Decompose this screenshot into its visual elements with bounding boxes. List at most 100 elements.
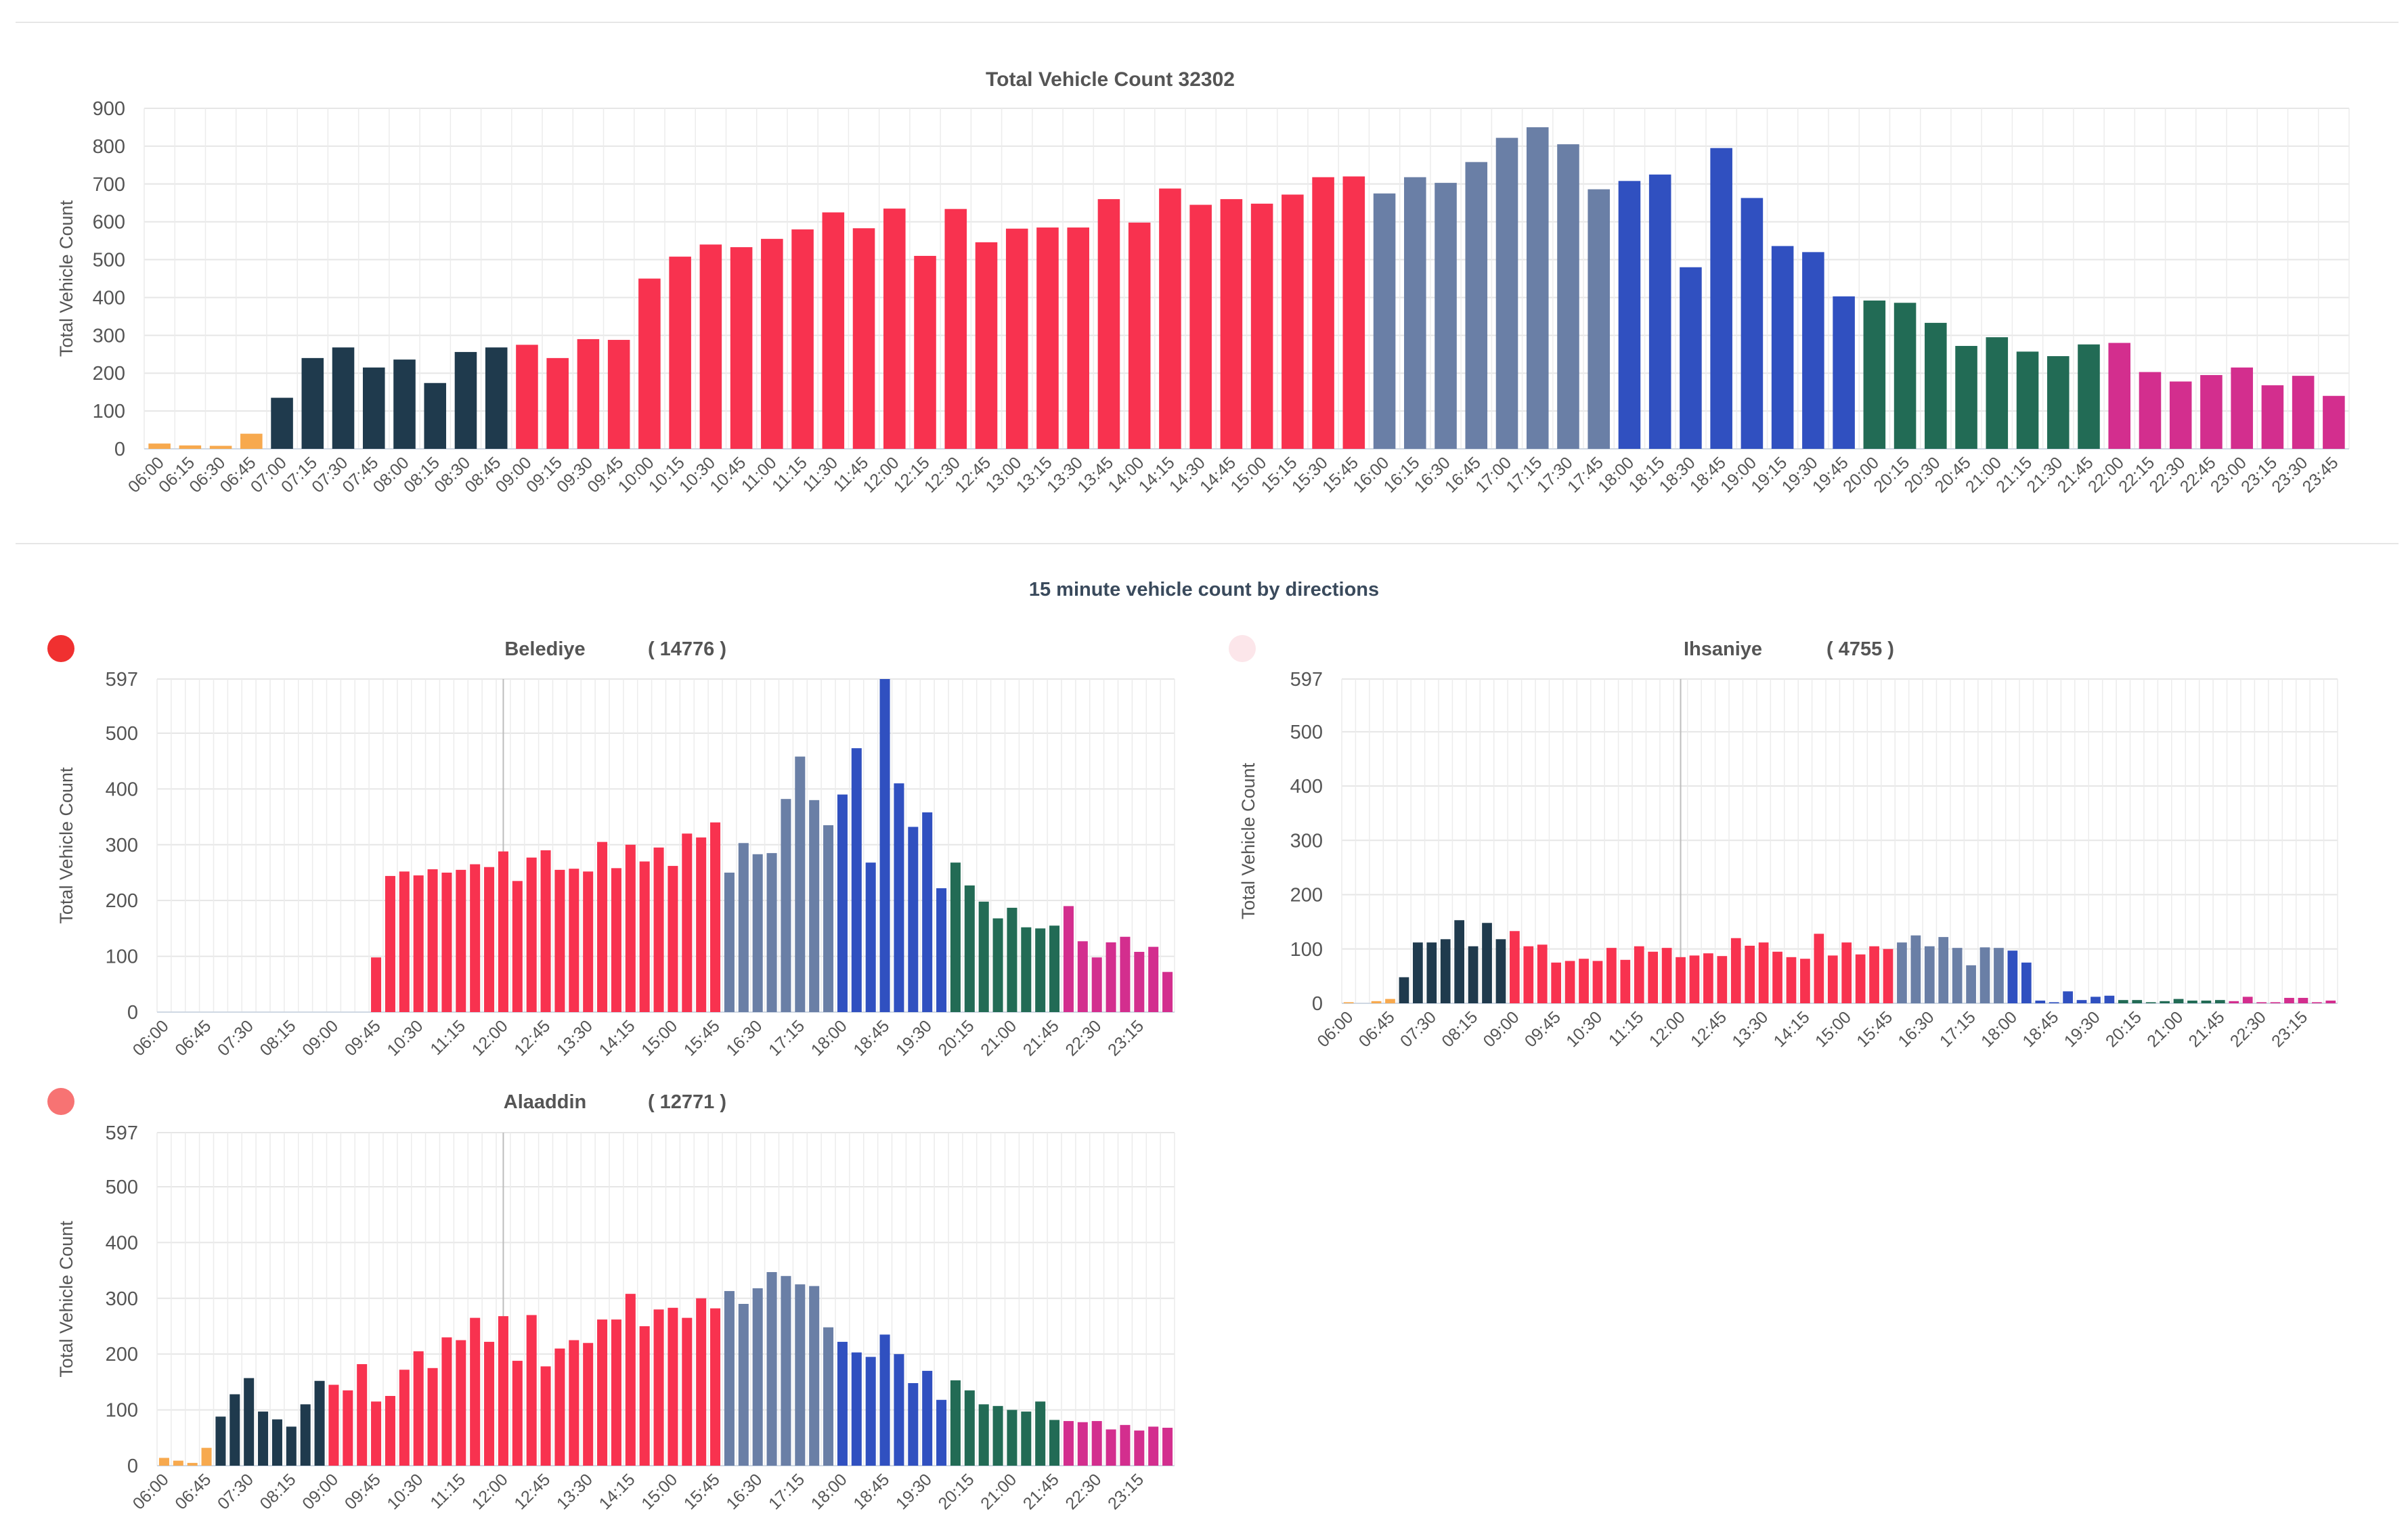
bar[interactable] [1282,194,1304,449]
bar[interactable] [1551,962,1562,1003]
bar[interactable] [286,1426,297,1466]
bar[interactable] [427,869,438,1012]
bar[interactable] [1373,193,1396,449]
bar[interactable] [992,918,1003,1012]
bar[interactable] [526,1315,537,1466]
bar[interactable] [1435,183,1457,449]
bar[interactable] [2046,356,2070,449]
bar[interactable] [413,1351,424,1466]
bar[interactable] [332,347,355,449]
bar[interactable] [2325,1000,2336,1003]
bar[interactable] [795,756,806,1012]
bar[interactable] [2200,375,2223,449]
bar[interactable] [158,1458,169,1466]
bar[interactable] [611,868,621,1012]
bar[interactable] [2118,1000,2128,1003]
bar[interactable] [577,338,600,449]
bar[interactable] [399,871,410,1012]
bar[interactable] [667,1307,678,1466]
bar[interactable] [1883,948,1893,1003]
bar[interactable] [669,257,691,449]
bar[interactable] [512,1361,523,1466]
bar[interactable] [1343,1002,1354,1003]
bar[interactable] [2049,1002,2059,1003]
bar[interactable] [2201,1000,2212,1003]
bar[interactable] [761,238,783,449]
bar[interactable] [894,783,904,1012]
bar[interactable] [569,1340,579,1466]
bar[interactable] [173,1460,183,1466]
bar[interactable] [2242,997,2253,1003]
bar[interactable] [766,1272,777,1466]
bar[interactable] [271,397,293,449]
bar[interactable] [2270,1002,2281,1003]
bar[interactable] [441,872,452,1012]
bar[interactable] [554,1348,565,1466]
bar[interactable] [2132,1000,2143,1003]
bar[interactable] [413,875,424,1012]
bar[interactable] [357,1364,368,1466]
bar[interactable] [738,1304,749,1466]
bar[interactable] [2284,997,2294,1003]
bar[interactable] [2104,995,2115,1003]
bar[interactable] [1128,222,1151,449]
bar[interactable] [699,244,722,449]
bar[interactable] [696,837,707,1012]
bar[interactable] [1091,957,1102,1012]
bar[interactable] [2298,997,2308,1003]
bar[interactable] [1592,961,1603,1003]
bar[interactable] [1661,948,1672,1003]
bar[interactable] [343,1390,353,1466]
bar[interactable] [2261,385,2284,449]
bar[interactable] [2160,1001,2170,1003]
bar[interactable] [385,875,395,1012]
bar[interactable] [240,433,263,449]
bar[interactable] [914,255,936,449]
bar[interactable] [879,679,890,1012]
bar[interactable] [1741,198,1764,449]
bar[interactable] [1371,1001,1382,1003]
bar[interactable] [424,383,447,449]
bar[interactable] [1703,953,1713,1003]
bar[interactable] [546,357,569,449]
bar[interactable] [879,1334,890,1466]
bar[interactable] [371,1401,382,1466]
bar[interactable] [300,1404,311,1466]
bar[interactable] [1938,937,1949,1003]
bar[interactable] [1966,965,1976,1003]
bar[interactable] [1986,337,2009,449]
bar[interactable] [851,1352,862,1466]
bar[interactable] [1021,1412,1032,1466]
bar[interactable] [809,1286,820,1466]
bar[interactable] [470,864,481,1012]
bar[interactable] [1385,999,1395,1003]
bar[interactable] [950,1380,961,1466]
bar[interactable] [1482,923,1492,1003]
bar[interactable] [540,1366,551,1466]
bar[interactable] [823,825,834,1012]
bar[interactable] [1771,246,1794,449]
bar[interactable] [1841,942,1852,1003]
bar[interactable] [1526,127,1549,449]
bar[interactable] [1404,177,1426,449]
bar[interactable] [964,885,975,1012]
bar[interactable] [301,357,324,449]
bar[interactable] [724,872,735,1012]
bar[interactable] [2292,376,2315,449]
bar[interactable] [1893,303,1917,449]
bar[interactable] [1162,1427,1173,1466]
bar[interactable] [667,866,678,1012]
bar[interactable] [822,212,845,449]
bar[interactable] [1468,946,1479,1003]
bar[interactable] [2035,1000,2046,1003]
bar[interactable] [2016,351,2039,449]
bar[interactable] [1833,296,1855,449]
bar[interactable] [1827,955,1838,1003]
bar[interactable] [1342,176,1365,449]
bar[interactable] [1772,951,1782,1003]
bar[interactable] [244,1378,255,1466]
bar[interactable] [908,1383,919,1466]
bar[interactable] [271,1419,282,1466]
bar[interactable] [766,853,777,1012]
bar[interactable] [498,1316,508,1466]
